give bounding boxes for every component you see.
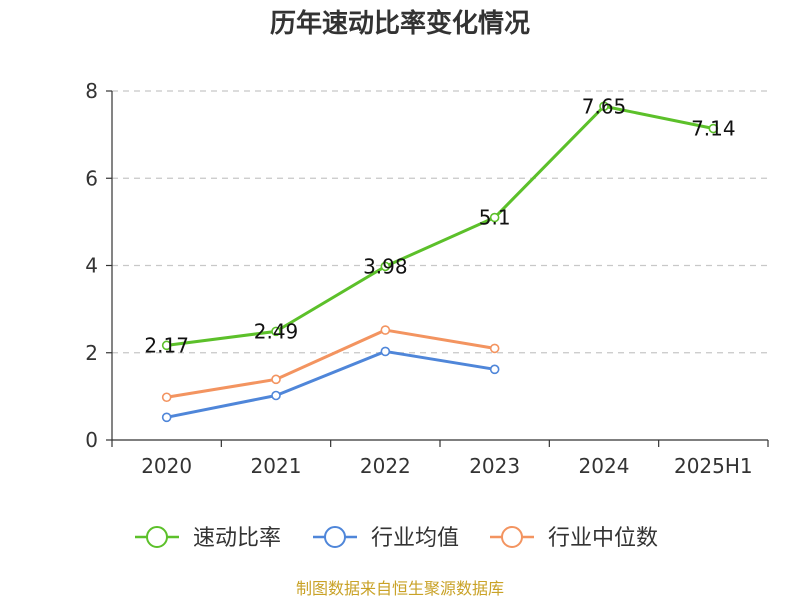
data-label: 2.17	[144, 333, 189, 357]
y-tick-label: 0	[85, 428, 98, 452]
series-line	[166, 104, 714, 347]
data-point	[161, 412, 172, 423]
y-tick-label: 4	[85, 254, 98, 278]
data-point	[161, 392, 172, 403]
legend-item[interactable]: 行业均值	[313, 526, 459, 551]
series-layer	[161, 101, 719, 423]
legend-label: 速动比率	[193, 526, 281, 551]
data-point	[708, 123, 719, 134]
legend-marker-icon	[501, 526, 523, 548]
data-point	[271, 374, 281, 385]
data-point	[271, 326, 281, 337]
x-tick-label: 2025H1	[674, 454, 753, 478]
series-line	[166, 349, 495, 419]
legend-item[interactable]: 行业中位数	[490, 526, 658, 551]
data-label: 7.65	[582, 94, 627, 118]
legend-marker-icon	[324, 526, 346, 548]
x-tick-label: 2021	[251, 454, 302, 478]
y-tick-label: 2	[85, 341, 98, 365]
data-point	[271, 390, 281, 401]
data-label: 7.14	[691, 117, 736, 141]
legend: 速动比率 行业均值 行业中位数	[135, 526, 658, 551]
x-tick-label: 2023	[469, 454, 520, 478]
data-point	[489, 343, 500, 354]
data-label: 5.1	[479, 206, 511, 230]
data-point	[380, 325, 391, 335]
chart-title: 历年速动比率变化情况	[270, 8, 530, 39]
data-point	[380, 346, 391, 357]
data-point	[599, 101, 609, 112]
x-tick-label: 2020	[141, 454, 192, 478]
data-point	[380, 261, 391, 272]
legend-item[interactable]: 速动比率	[135, 526, 281, 551]
legend-marker-icon	[146, 526, 168, 548]
x-tick-label: 2024	[579, 454, 630, 478]
data-label: 2.49	[254, 319, 299, 343]
data-label: 3.98	[363, 254, 408, 278]
data-point	[489, 364, 500, 375]
source-note: 制图数据来自恒生聚源数据库	[296, 579, 504, 598]
x-tick-label: 2022	[360, 454, 411, 478]
data-point	[161, 340, 172, 351]
legend-label: 行业中位数	[548, 526, 658, 551]
y-tick-label: 8	[85, 79, 98, 103]
grid	[112, 90, 768, 354]
y-tick-label: 6	[85, 166, 98, 190]
axes: 0 2 4 6 8 2020 2021 2022 2023 2024 2025H1	[85, 79, 769, 478]
legend-label: 行业均值	[371, 526, 459, 551]
data-point	[489, 212, 500, 223]
series-line	[166, 328, 495, 399]
data-labels: 2.17 2.49 3.98 5.1 7.65 7.14	[144, 94, 735, 357]
